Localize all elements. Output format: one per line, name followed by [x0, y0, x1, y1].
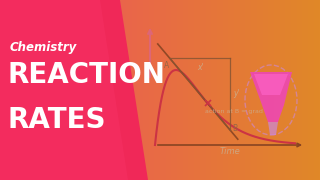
Text: Chemistry: Chemistry: [10, 40, 77, 53]
Polygon shape: [250, 72, 292, 122]
Text: action at B = grad: action at B = grad: [205, 109, 263, 114]
Text: RATES: RATES: [7, 106, 106, 134]
Polygon shape: [0, 0, 128, 180]
Text: Time: Time: [220, 147, 241, 156]
Text: REACTION: REACTION: [7, 61, 165, 89]
Text: x': x': [197, 63, 204, 72]
Text: y': y': [233, 89, 239, 98]
Polygon shape: [268, 122, 278, 135]
Polygon shape: [0, 0, 148, 180]
Polygon shape: [254, 74, 288, 95]
Text: B: B: [232, 124, 237, 133]
Text: A: A: [164, 61, 169, 70]
